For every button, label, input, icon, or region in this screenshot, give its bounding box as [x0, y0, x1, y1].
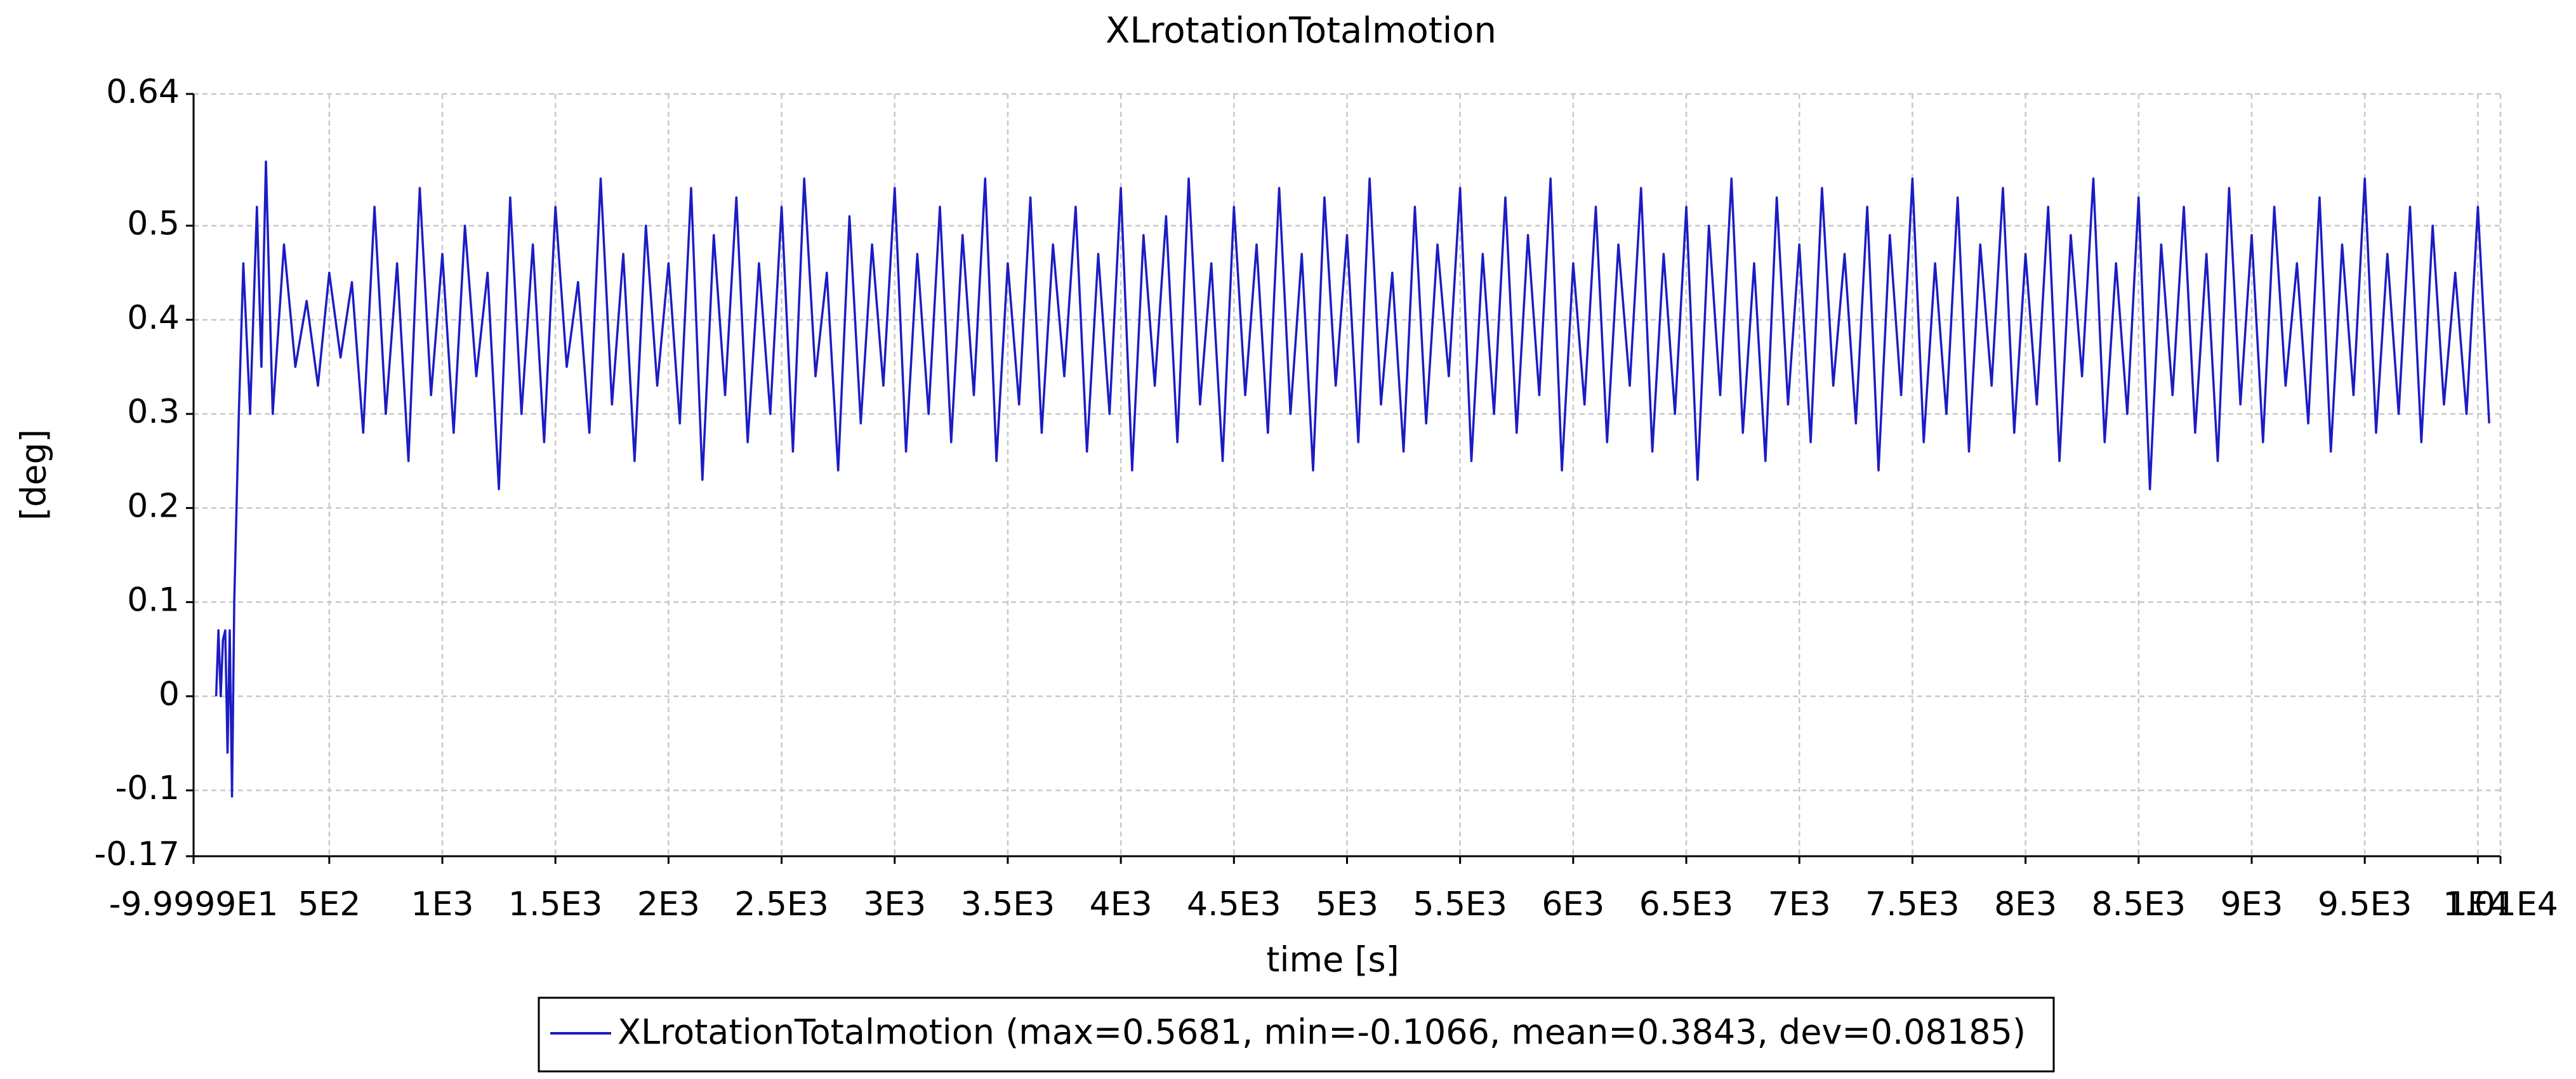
x-axis-label: time [s] [1266, 940, 1399, 980]
y-tick-label: 0.64 [106, 73, 180, 111]
x-tick-label: 6E3 [1542, 885, 1604, 923]
x-tick-label: 1E3 [411, 885, 473, 923]
x-tick-label: 1E4 [2447, 885, 2509, 923]
x-tick-label: 8.5E3 [2091, 885, 2186, 923]
x-tick-label: 8E3 [1994, 885, 2057, 923]
x-tick-label: 5E2 [298, 885, 360, 923]
x-tick-label: 2E3 [637, 885, 700, 923]
data-line [215, 160, 2490, 798]
y-tick-label: -0.1 [116, 769, 180, 807]
y-tick-label: 0.3 [127, 393, 180, 431]
x-tick-label: 7.5E3 [1865, 885, 1960, 923]
x-tick-label: 3.5E3 [961, 885, 1055, 923]
legend-label: XLrotationTotalmotion (max=0.5681, min=-… [618, 1012, 2026, 1052]
x-tick-label: 4E3 [1090, 885, 1153, 923]
x-tick-label: 2.5E3 [734, 885, 829, 923]
y-tick-label: 0.4 [127, 299, 180, 337]
x-tick-label: 1.5E3 [508, 885, 603, 923]
y-tick-label: 0 [159, 675, 180, 713]
x-tick-label: 5E3 [1316, 885, 1378, 923]
x-tick-label: 9E3 [2220, 885, 2283, 923]
x-tick-label: 6.5E3 [1639, 885, 1734, 923]
y-axis-label: [deg] [14, 429, 54, 520]
x-tick-label: 3E3 [863, 885, 926, 923]
legend-box [538, 996, 2055, 1073]
y-tick-label: 0.5 [127, 205, 180, 243]
y-tick-label: 0.2 [127, 487, 180, 525]
x-tick-label: 9.5E3 [2318, 885, 2412, 923]
y-tick-label: 0.1 [127, 581, 180, 619]
x-tick-label: 7E3 [1768, 885, 1831, 923]
x-tick-label: -9.9999E1 [109, 885, 279, 923]
y-tick-label: -0.17 [94, 835, 180, 873]
x-tick-label: 5.5E3 [1413, 885, 1507, 923]
x-tick-label: 1.01E4 [2443, 885, 2558, 923]
chart-title: XLrotationTotalmotion [1106, 10, 1496, 51]
x-tick-label: 4.5E3 [1187, 885, 1281, 923]
